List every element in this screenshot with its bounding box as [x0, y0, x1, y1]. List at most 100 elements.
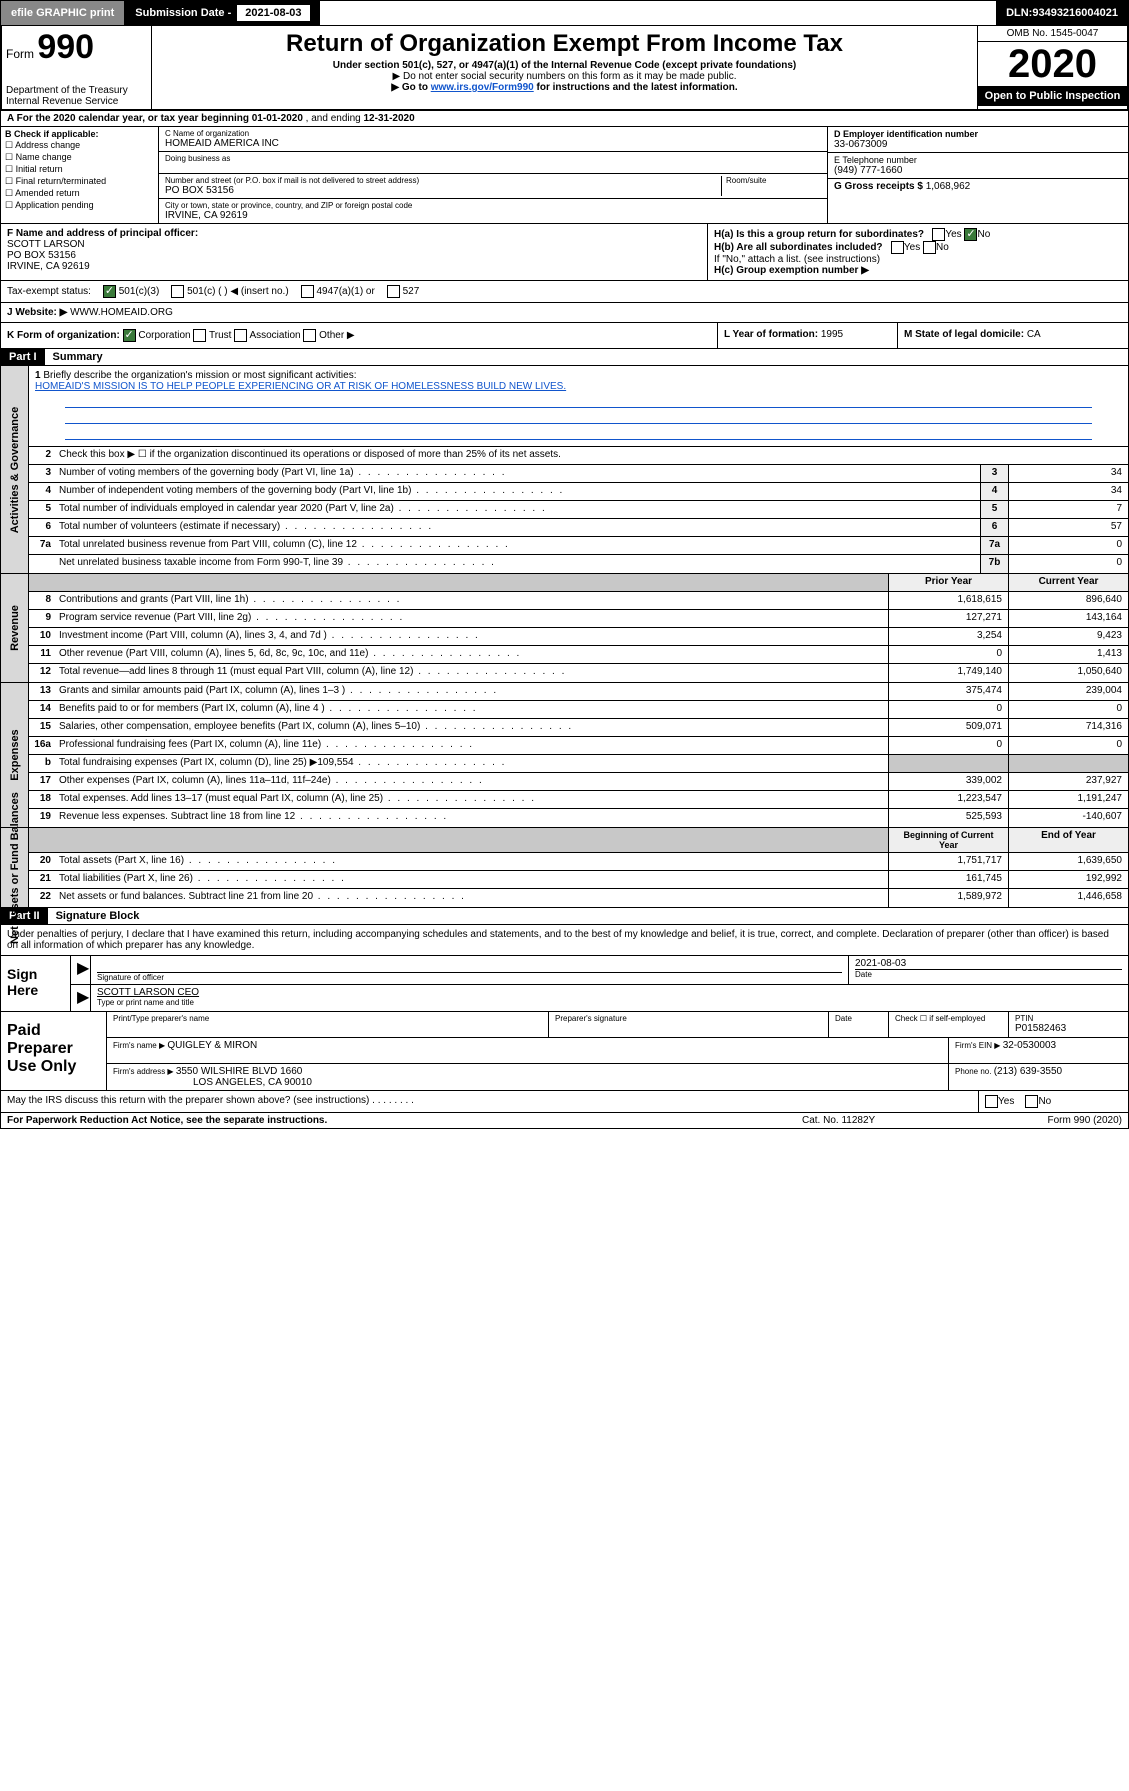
- mission-text: HOMEAID'S MISSION IS TO HELP PEOPLE EXPE…: [35, 381, 566, 392]
- tax-year: 2020: [978, 42, 1127, 86]
- form-header: Form 990 Department of the Treasury Inte…: [0, 26, 1129, 111]
- sig-date: 2021-08-03: [855, 958, 1122, 969]
- net-assets-section: Net Assets or Fund Balances Beginning of…: [0, 828, 1129, 908]
- line-2: 2 Check this box ▶ ☐ if the organization…: [29, 447, 1128, 465]
- chk-assoc[interactable]: [234, 329, 247, 342]
- col-prior: Prior Year: [888, 574, 1008, 591]
- chk-501c3[interactable]: ✓: [103, 285, 116, 298]
- table-row: 15 Salaries, other compensation, employe…: [29, 719, 1128, 737]
- ein-label: D Employer identification number: [834, 129, 978, 139]
- table-row: 12 Total revenue—add lines 8 through 11 …: [29, 664, 1128, 682]
- addr-value: PO BOX 53156: [165, 185, 721, 196]
- row-klm: K Form of organization: ✓ Corporation Tr…: [0, 323, 1129, 349]
- col-c-org-info: C Name of organization HOMEAID AMERICA I…: [159, 127, 828, 223]
- name-title-label: Type or print name and title: [97, 998, 1122, 1007]
- tax-exempt-status: Tax-exempt status: ✓ 501(c)(3) 501(c) ( …: [0, 281, 1129, 303]
- chk-other[interactable]: [303, 329, 316, 342]
- table-row: 20 Total assets (Part X, line 16) 1,751,…: [29, 853, 1128, 871]
- table-row: 19 Revenue less expenses. Subtract line …: [29, 809, 1128, 827]
- table-row: 10 Investment income (Part VIII, column …: [29, 628, 1128, 646]
- arrow-icon: ▶: [71, 956, 91, 984]
- col-b-checkboxes: B Check if applicable: ☐ Address change …: [1, 127, 159, 223]
- col-begin: Beginning of Current Year: [888, 828, 1008, 852]
- ha-yes[interactable]: [932, 228, 945, 241]
- part-ii-tag: Part II: [1, 908, 48, 924]
- chk-amended-return[interactable]: ☐ Amended return: [5, 188, 154, 199]
- table-row: 6 Total number of volunteers (estimate i…: [29, 519, 1128, 537]
- self-employed-chk[interactable]: Check ☐ if self-employed: [895, 1014, 1002, 1023]
- part-ii-title: Signature Block: [48, 908, 148, 924]
- side-tab-revenue: Revenue: [1, 574, 29, 682]
- ha-label: H(a) Is this a group return for subordin…: [714, 229, 924, 240]
- chk-4947[interactable]: [301, 285, 314, 298]
- col-b-label: B Check if applicable:: [5, 129, 99, 139]
- note2-pre: ▶ Go to: [391, 82, 430, 93]
- chk-527[interactable]: [387, 285, 400, 298]
- discuss-no[interactable]: [1025, 1095, 1038, 1108]
- city-label: City or town, state or province, country…: [165, 201, 821, 210]
- firm-addr: 3550 WILSHIRE BLVD 1660: [176, 1066, 303, 1077]
- tax-status-label: Tax-exempt status:: [7, 286, 91, 297]
- sign-here-block: Sign Here ▶ Signature of officer 2021-08…: [0, 956, 1129, 1012]
- dept-label: Department of the Treasury Internal Reve…: [6, 85, 147, 107]
- col-current: Current Year: [1008, 574, 1128, 591]
- chk-trust[interactable]: [193, 329, 206, 342]
- l-year: L Year of formation: 1995: [718, 323, 898, 348]
- chk-application-pending[interactable]: ☐ Application pending: [5, 200, 154, 211]
- firm-name-label: Firm's name ▶: [113, 1041, 167, 1050]
- firm-phone: (213) 639-3550: [994, 1066, 1062, 1077]
- chk-final-return[interactable]: ☐ Final return/terminated: [5, 176, 154, 187]
- omb-number: OMB No. 1545-0047: [978, 26, 1127, 42]
- governance-section: Activities & Governance 1 Briefly descri…: [0, 366, 1129, 574]
- part-ii-header: Part II Signature Block: [0, 908, 1129, 925]
- line-1-mission: 1 Briefly describe the organization's mi…: [29, 366, 1128, 447]
- hb-yes[interactable]: [891, 241, 904, 254]
- table-row: 4 Number of independent voting members o…: [29, 483, 1128, 501]
- dba-label: Doing business as: [165, 154, 821, 163]
- gross-value: 1,068,962: [926, 181, 971, 192]
- col-defg: D Employer identification number 33-0673…: [828, 127, 1128, 223]
- part-i-header: Part I Summary: [0, 349, 1129, 366]
- table-row: 8 Contributions and grants (Part VIII, l…: [29, 592, 1128, 610]
- paperwork-notice: For Paperwork Reduction Act Notice, see …: [7, 1115, 802, 1126]
- submission-date-value: 2021-08-03: [237, 5, 309, 21]
- firm-ein: 32-0530003: [1003, 1040, 1056, 1051]
- city-value: IRVINE, CA 92619: [165, 210, 821, 221]
- firm-name: QUIGLEY & MIRON: [167, 1040, 257, 1051]
- instructions-link[interactable]: www.irs.gov/Form990: [431, 82, 534, 93]
- table-row: 22 Net assets or fund balances. Subtract…: [29, 889, 1128, 907]
- l-val: 1995: [821, 329, 843, 340]
- table-row: 3 Number of voting members of the govern…: [29, 465, 1128, 483]
- paid-preparer-label: Paid Preparer Use Only: [1, 1012, 107, 1090]
- ha-no[interactable]: ✓: [964, 228, 977, 241]
- m-label: M State of legal domicile:: [904, 329, 1027, 340]
- m-state: M State of legal domicile: CA: [898, 323, 1128, 348]
- dln: DLN: 93493216004021: [996, 1, 1128, 25]
- sign-here-label: Sign Here: [1, 956, 71, 1011]
- addr-label: Number and street (or P.O. box if mail i…: [165, 176, 721, 185]
- officer-addr1: PO BOX 53156: [7, 250, 76, 261]
- chk-address-change[interactable]: ☐ Address change: [5, 140, 154, 151]
- form-version: Form 990 (2020): [962, 1115, 1122, 1126]
- efile-print-button[interactable]: efile GRAPHIC print: [1, 1, 125, 25]
- ein-value: 33-0673009: [834, 139, 1122, 150]
- revenue-section: Revenue Prior Year Current Year 8 Contri…: [0, 574, 1129, 683]
- table-row: 7a Total unrelated business revenue from…: [29, 537, 1128, 555]
- sig-date-label: Date: [855, 969, 1122, 979]
- hc-label: H(c) Group exemption number ▶: [714, 265, 869, 276]
- chk-initial-return[interactable]: ☐ Initial return: [5, 164, 154, 175]
- officer-name-title: SCOTT LARSON CEO: [97, 987, 1122, 998]
- section-bcdeg: B Check if applicable: ☐ Address change …: [0, 127, 1129, 224]
- chk-501c[interactable]: [171, 285, 184, 298]
- dln-value: 93493216004021: [1032, 7, 1118, 19]
- table-row: 18 Total expenses. Add lines 13–17 (must…: [29, 791, 1128, 809]
- submission-date: Submission Date - 2021-08-03: [125, 1, 319, 25]
- discuss-yes[interactable]: [985, 1095, 998, 1108]
- rev-header: Prior Year Current Year: [29, 574, 1128, 592]
- form-id-block: Form 990 Department of the Treasury Inte…: [2, 26, 152, 109]
- hb-no[interactable]: [923, 241, 936, 254]
- firm-addr-label: Firm's address ▶: [113, 1067, 176, 1076]
- chk-name-change[interactable]: ☐ Name change: [5, 152, 154, 163]
- chk-corp[interactable]: ✓: [123, 329, 136, 342]
- form-note-1: ▶ Do not enter social security numbers o…: [160, 71, 969, 82]
